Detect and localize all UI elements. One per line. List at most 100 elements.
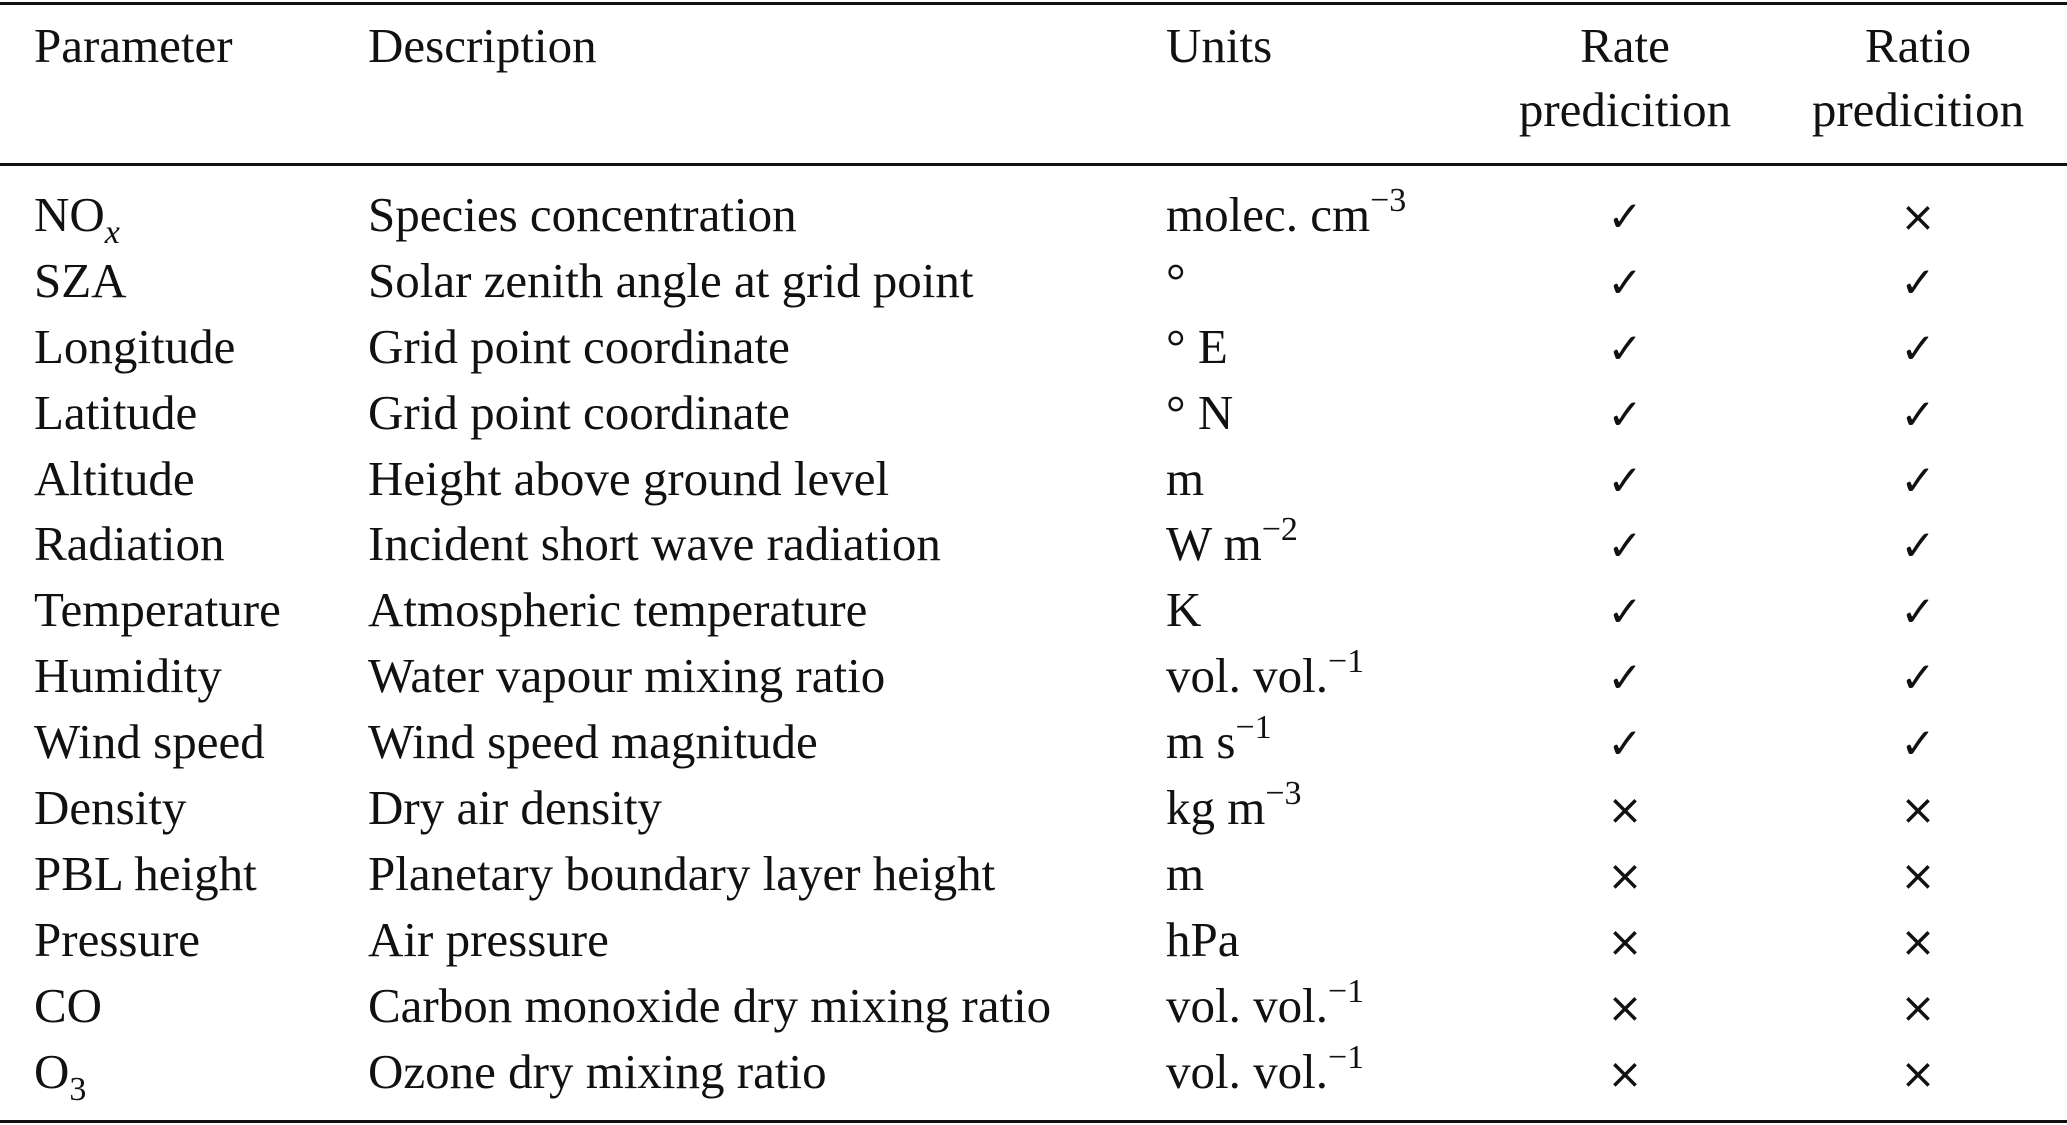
table-row: Altitude Height above ground level m ✓ ✓ [0, 447, 2067, 513]
checkmark-icon: ✓ [1607, 323, 1643, 373]
units-superscript: −1 [1327, 1038, 1365, 1076]
cell-rate-prediction: ✓ [1490, 710, 1760, 776]
table-row: Longitude Grid point coordinate ° E ✓ ✓ [0, 315, 2067, 381]
checkmark-icon: ✓ [1900, 521, 1936, 571]
cell-ratio-prediction: ✓ [1778, 644, 2058, 710]
cell-description: Solar zenith angle at grid point [368, 252, 974, 308]
cell-ratio-prediction: ✓ [1778, 512, 2058, 578]
cross-icon: × [1900, 916, 1936, 966]
cell-ratio-prediction: ✓ [1778, 578, 2058, 644]
cell-units: vol. vol.−1 [1166, 1038, 1365, 1110]
checkmark-icon: ✓ [1900, 653, 1936, 703]
parameter-text: Wind speed [34, 714, 265, 770]
units-text: hPa [1166, 911, 1240, 967]
cell-units: ° N [1166, 381, 1233, 445]
table-row: Wind speed Wind speed magnitude m s−1 ✓ ✓ [0, 709, 2067, 776]
header-description: Description [368, 18, 597, 73]
cell-units: W m−2 [1166, 511, 1298, 582]
cell-rate-prediction: ✓ [1490, 381, 1760, 447]
cell-ratio-prediction: × [1778, 842, 2058, 908]
cell-parameter: CO [34, 974, 102, 1038]
cell-description: Water vapour mixing ratio [368, 648, 886, 704]
cell-rate-prediction: × [1490, 1040, 1760, 1106]
cell-units: vol. vol.−1 [1166, 973, 1364, 1044]
cell-description: Species concentration [368, 187, 797, 242]
cell-units: m [1166, 447, 1204, 511]
table-row: CO Carbon monoxide dry mixing ratio vol. v… [0, 973, 2067, 1040]
table-row: Density Dry air density kg m−3 × × [0, 775, 2067, 842]
cell-description: Incident short wave radiation [368, 516, 941, 572]
cross-icon: × [1607, 982, 1643, 1032]
checkmark-icon: ✓ [1900, 719, 1936, 769]
checkmark-icon: ✓ [1900, 257, 1936, 307]
cell-units: K [1166, 578, 1201, 642]
table-row: SZA Solar zenith angle at grid point ° ✓ ✓ [0, 249, 2067, 315]
cross-icon: × [1900, 850, 1936, 900]
cell-ratio-prediction: ✓ [1778, 447, 2058, 513]
cell-rate-prediction: × [1490, 842, 1760, 908]
header-ratio-line2: predicition [1811, 82, 2025, 137]
checkmark-icon: ✓ [1607, 521, 1643, 571]
table-row: Pressure Air pressure hPa × × [0, 908, 2067, 974]
cell-units: molec. cm−3 [1166, 182, 1407, 253]
cell-description: Dry air density [368, 780, 662, 836]
header-rate-line1: Rate [1580, 18, 1670, 73]
cell-description: Carbon monoxide dry mixing ratio [368, 977, 1052, 1033]
table-row: Temperature Atmospheric temperature K ✓ ✓ [0, 578, 2067, 644]
checkmark-icon: ✓ [1900, 389, 1936, 439]
cross-icon: × [1900, 785, 1936, 835]
cell-units: m [1166, 842, 1204, 906]
table-row: NOx Species concentration molec. cm−3 ✓ × [0, 182, 2067, 251]
cell-description: Grid point coordinate [368, 384, 790, 440]
cell-rate-prediction: × [1490, 974, 1760, 1040]
units-superscript: −2 [1261, 511, 1298, 549]
units-text: vol. vol. [1166, 1043, 1328, 1099]
cross-icon: × [1900, 1048, 1936, 1098]
checkmark-icon: ✓ [1900, 587, 1936, 637]
cell-units: ° [1166, 249, 1186, 313]
units-text: ° E [1166, 318, 1228, 374]
units-superscript: −1 [1327, 643, 1365, 681]
header-ratio-prediction: Ratio predicition [1778, 14, 2058, 142]
cell-description: Atmospheric temperature [368, 582, 868, 638]
cell-ratio-prediction: ✓ [1778, 710, 2058, 776]
parameter-text: O [34, 1043, 70, 1099]
cell-parameter: O3 [34, 1040, 86, 1110]
cross-icon: × [1607, 785, 1643, 835]
header-rate-line2: predicition [1518, 82, 1732, 137]
units-text: m [1166, 845, 1205, 901]
cell-description: Ozone dry mixing ratio [368, 1043, 827, 1099]
cross-icon: × [1607, 1048, 1643, 1098]
units-superscript: −1 [1235, 709, 1272, 747]
table-row: Humidity Water vapour mixing ratio vol. vo… [0, 643, 2067, 710]
parameter-text: Humidity [34, 648, 222, 704]
cell-ratio-prediction: × [1778, 183, 2058, 249]
cell-description: Planetary boundary layer height [368, 845, 996, 901]
cell-units: hPa [1166, 908, 1240, 972]
header-rate-prediction: Rate predicition [1490, 14, 1760, 142]
cell-parameter: Radiation [34, 512, 225, 576]
units-text: vol. vol. [1166, 977, 1328, 1033]
cell-parameter: Latitude [34, 381, 197, 445]
cell-ratio-prediction: × [1778, 1040, 2058, 1106]
units-superscript: −3 [1370, 182, 1407, 219]
cross-icon: × [1900, 192, 1936, 241]
header-units: Units [1166, 18, 1273, 73]
checkmark-icon: ✓ [1900, 455, 1936, 505]
parameter-subscript: x [104, 214, 120, 251]
checkmark-icon: ✓ [1607, 719, 1643, 769]
cell-ratio-prediction: ✓ [1778, 315, 2058, 381]
cell-ratio-prediction: × [1778, 776, 2058, 842]
cell-parameter: Altitude [34, 447, 195, 511]
header-ratio-line1: Ratio [1864, 18, 1972, 73]
parameter-text: PBL height [34, 845, 257, 901]
checkmark-icon: ✓ [1607, 653, 1643, 703]
units-text: ° [1166, 252, 1186, 308]
checkmark-icon: ✓ [1607, 257, 1643, 307]
cell-parameter: Humidity [34, 644, 222, 708]
cell-parameter: NOx [34, 183, 120, 253]
parameter-text: NO [34, 187, 105, 242]
cell-rate-prediction: ✓ [1490, 183, 1760, 249]
units-text: vol. vol. [1166, 648, 1328, 704]
cell-description: Wind speed magnitude [368, 714, 818, 770]
